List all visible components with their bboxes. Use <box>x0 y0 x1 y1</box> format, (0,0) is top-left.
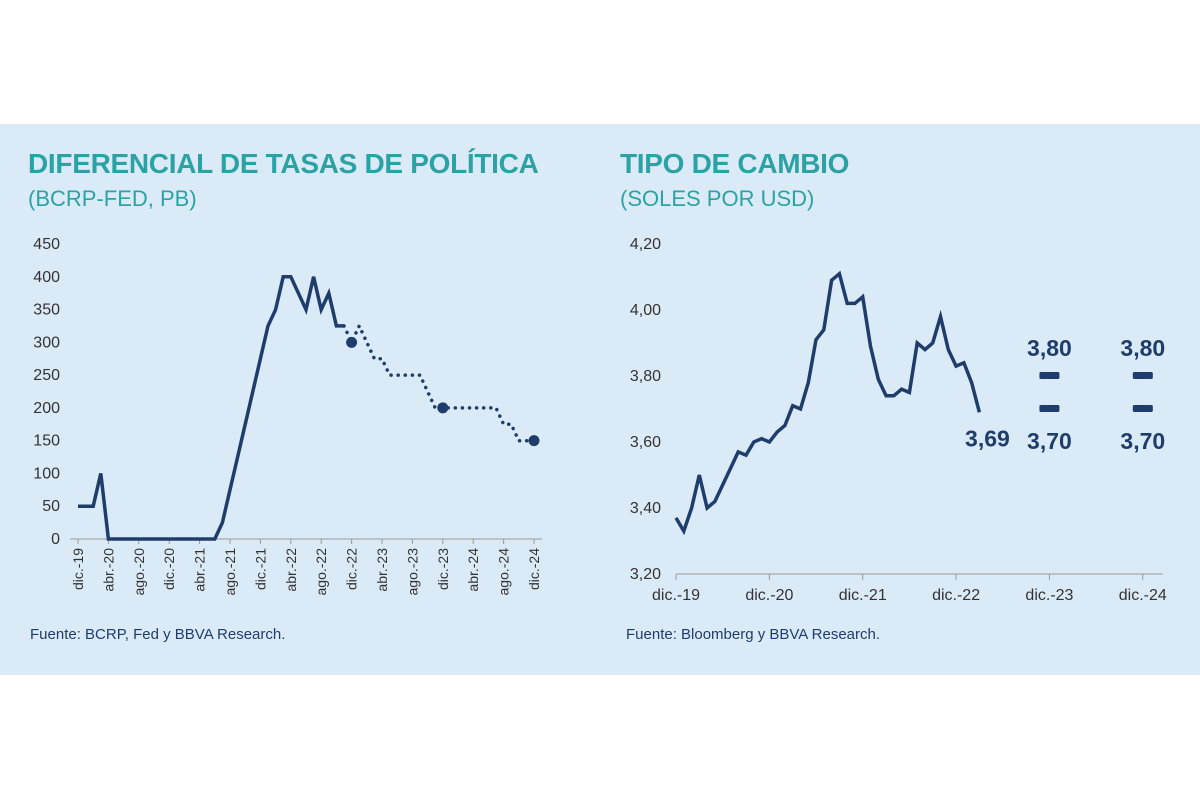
right-x-tick-label: dic.-21 <box>839 587 887 604</box>
left-x-tick-label: dic.-23 <box>435 548 451 590</box>
left-projection-marker <box>346 336 358 348</box>
chart-panel-background <box>0 124 1200 675</box>
left-x-tick-label: abr.-21 <box>192 548 208 592</box>
left-spread-line <box>78 275 344 541</box>
left-chart-title: DIFERENCIAL DE TASAS DE POLÍTICA <box>28 148 539 179</box>
right-forecast-marker <box>1039 405 1060 412</box>
right-chart-source: Fuente: Bloomberg y BBVA Research. <box>626 626 881 643</box>
right-forecast-marker <box>1132 372 1153 379</box>
right-x-tick-label: dic.-19 <box>652 587 700 604</box>
right-x-tick-label: dic.-24 <box>1119 587 1167 604</box>
left-x-tick-label: ago.-22 <box>313 548 329 596</box>
left-x-tick-label: abr.-24 <box>465 548 481 592</box>
right-forecast-marker <box>1039 372 1060 379</box>
right-x-tick-label: dic.-23 <box>1025 587 1073 604</box>
right-last-value-label: 3,69 <box>965 425 1010 451</box>
right-y-tick-label: 3,20 <box>630 566 661 583</box>
right-x-tick-label: dic.-22 <box>932 587 980 604</box>
left-x-tick-label: abr.-23 <box>374 548 390 592</box>
left-y-tick-label: 50 <box>42 498 60 515</box>
right-chart-subtitle: (SOLES POR USD) <box>620 186 815 211</box>
left-y-tick-label: 0 <box>51 531 60 548</box>
left-y-tick-label: 350 <box>33 302 60 319</box>
left-y-tick-label: 400 <box>33 269 60 286</box>
left-x-tick-label: ago.-24 <box>496 548 512 596</box>
left-x-tick-label: dic.-20 <box>161 548 177 590</box>
right-y-tick-label: 4,20 <box>630 236 661 253</box>
left-x-tick-label: dic.-21 <box>252 548 268 590</box>
left-y-tick-label: 450 <box>33 236 60 253</box>
left-projection-marker <box>528 435 540 447</box>
left-x-tick-label: dic.-19 <box>70 548 86 590</box>
right-y-tick-label: 3,80 <box>630 368 661 385</box>
left-x-tick-label: ago.-23 <box>404 548 420 596</box>
left-y-tick-label: 300 <box>33 334 60 351</box>
left-x-tick-label: abr.-20 <box>100 548 116 592</box>
left-x-tick-label: dic.-24 <box>526 548 542 590</box>
left-x-tick-label: ago.-21 <box>222 548 238 596</box>
right-x-tick-label: dic.-20 <box>745 587 793 604</box>
right-y-tick-label: 3,40 <box>630 500 661 517</box>
right-forecast-label: 3,80 <box>1120 335 1165 361</box>
left-y-tick-label: 200 <box>33 400 60 417</box>
right-chart-title: TIPO DE CAMBIO <box>620 148 850 179</box>
right-forecast-label: 3,80 <box>1027 335 1072 361</box>
left-y-tick-label: 100 <box>33 465 60 482</box>
left-y-tick-label: 250 <box>33 367 60 384</box>
left-chart-subtitle: (BCRP-FED, PB) <box>28 186 197 211</box>
left-chart-source: Fuente: BCRP, Fed y BBVA Research. <box>30 626 286 643</box>
left-y-tick-label: 150 <box>33 433 60 450</box>
left-projection-line <box>342 321 536 443</box>
left-projection-marker <box>437 402 449 414</box>
right-forecast-label: 3,70 <box>1027 428 1072 454</box>
left-x-tick-label: dic.-22 <box>344 548 360 590</box>
right-forecast-label: 3,70 <box>1120 428 1165 454</box>
right-y-tick-label: 3,60 <box>630 434 661 451</box>
right-fx-line <box>674 270 982 536</box>
right-forecast-marker <box>1132 405 1153 412</box>
left-x-tick-label: ago.-20 <box>131 548 147 596</box>
right-y-tick-label: 4,00 <box>630 302 661 319</box>
left-x-tick-label: abr.-22 <box>283 548 299 592</box>
